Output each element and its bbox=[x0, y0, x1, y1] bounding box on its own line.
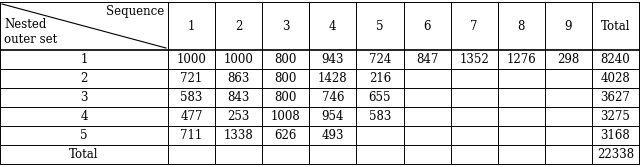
Text: 477: 477 bbox=[180, 110, 203, 123]
Text: Sequence: Sequence bbox=[106, 5, 164, 18]
Text: 6: 6 bbox=[423, 20, 431, 33]
Text: 3275: 3275 bbox=[600, 110, 630, 123]
Text: 4: 4 bbox=[80, 110, 88, 123]
Text: 863: 863 bbox=[227, 72, 250, 85]
Text: 3: 3 bbox=[282, 20, 289, 33]
Text: 800: 800 bbox=[275, 91, 297, 104]
Text: Total: Total bbox=[601, 20, 630, 33]
Text: Nested
outer set: Nested outer set bbox=[4, 18, 57, 46]
Text: 8240: 8240 bbox=[600, 53, 630, 66]
Text: 1: 1 bbox=[80, 53, 88, 66]
Text: 8: 8 bbox=[518, 20, 525, 33]
Text: 5: 5 bbox=[80, 129, 88, 142]
Text: 943: 943 bbox=[322, 53, 344, 66]
Text: 9: 9 bbox=[564, 20, 572, 33]
Text: 724: 724 bbox=[369, 53, 391, 66]
Text: 583: 583 bbox=[369, 110, 391, 123]
Text: 626: 626 bbox=[275, 129, 297, 142]
Text: 7: 7 bbox=[470, 20, 478, 33]
Text: 1: 1 bbox=[188, 20, 195, 33]
Text: 800: 800 bbox=[275, 53, 297, 66]
Text: 2: 2 bbox=[235, 20, 243, 33]
Text: 1276: 1276 bbox=[506, 53, 536, 66]
Text: 216: 216 bbox=[369, 72, 391, 85]
Text: 493: 493 bbox=[322, 129, 344, 142]
Text: 4: 4 bbox=[329, 20, 337, 33]
Text: 3: 3 bbox=[80, 91, 88, 104]
Text: 22338: 22338 bbox=[597, 148, 634, 161]
Text: 1000: 1000 bbox=[224, 53, 253, 66]
Text: 2: 2 bbox=[80, 72, 88, 85]
Text: 746: 746 bbox=[322, 91, 344, 104]
Text: Total: Total bbox=[69, 148, 99, 161]
Text: 253: 253 bbox=[227, 110, 250, 123]
Text: 3168: 3168 bbox=[600, 129, 630, 142]
Text: 711: 711 bbox=[180, 129, 203, 142]
Text: 1338: 1338 bbox=[224, 129, 253, 142]
Text: 800: 800 bbox=[275, 72, 297, 85]
Text: 1428: 1428 bbox=[318, 72, 348, 85]
Text: 1008: 1008 bbox=[271, 110, 301, 123]
Text: 843: 843 bbox=[227, 91, 250, 104]
Text: 583: 583 bbox=[180, 91, 203, 104]
Text: 954: 954 bbox=[322, 110, 344, 123]
Text: 5: 5 bbox=[376, 20, 384, 33]
Text: 721: 721 bbox=[180, 72, 203, 85]
Text: 847: 847 bbox=[416, 53, 438, 66]
Text: 298: 298 bbox=[557, 53, 579, 66]
Text: 4028: 4028 bbox=[600, 72, 630, 85]
Text: 655: 655 bbox=[369, 91, 391, 104]
Text: 1000: 1000 bbox=[177, 53, 207, 66]
Text: 3627: 3627 bbox=[600, 91, 630, 104]
Text: 1352: 1352 bbox=[460, 53, 489, 66]
